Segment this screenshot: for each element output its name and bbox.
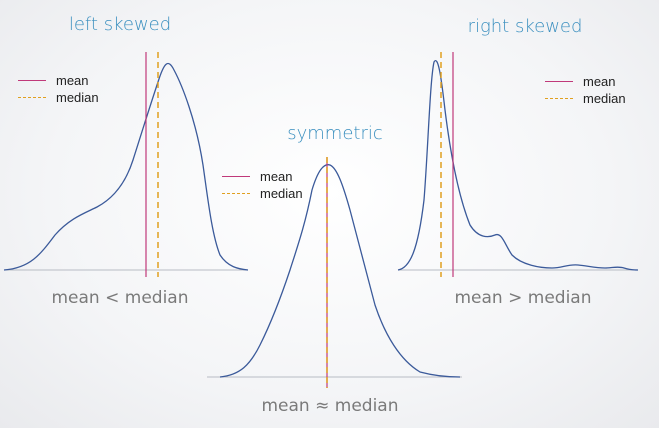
middle-legend-median-label: median	[260, 186, 303, 201]
right-legend-mean: mean	[545, 73, 626, 90]
left-legend-mean: mean	[18, 72, 99, 89]
right-legend: mean median	[545, 73, 626, 107]
left-legend-median: median	[18, 89, 99, 106]
left-legend-median-label: median	[56, 90, 99, 105]
middle-legend-mean: mean	[222, 168, 303, 185]
right-panel-title: right skewed	[467, 16, 583, 37]
left-caption: mean < median	[51, 288, 189, 308]
median-swatch	[222, 193, 250, 194]
mean-swatch	[545, 81, 573, 82]
right-caption: mean > median	[454, 288, 592, 308]
right-legend-median: median	[545, 90, 626, 107]
right-skewed-plot	[397, 52, 639, 277]
middle-legend-mean-label: mean	[260, 169, 293, 184]
middle-legend: mean median	[222, 168, 303, 202]
mean-swatch	[222, 176, 250, 177]
middle-caption: mean ≈ median	[261, 396, 399, 416]
middle-legend-median: median	[222, 185, 303, 202]
median-swatch	[18, 97, 46, 98]
left-skewed-plot	[3, 52, 249, 277]
left-panel-title: left skewed	[68, 14, 172, 35]
left-legend-mean-label: mean	[56, 73, 89, 88]
right-legend-median-label: median	[583, 91, 626, 106]
symmetric-plot	[207, 157, 462, 388]
mean-swatch	[18, 80, 46, 81]
middle-density-curve	[219, 164, 461, 378]
left-legend: mean median	[18, 72, 99, 106]
left-density-curve	[3, 62, 249, 271]
median-swatch	[545, 98, 573, 99]
right-legend-mean-label: mean	[583, 74, 616, 89]
middle-panel-title: symmetric	[287, 123, 383, 144]
right-density-curve	[397, 59, 639, 271]
